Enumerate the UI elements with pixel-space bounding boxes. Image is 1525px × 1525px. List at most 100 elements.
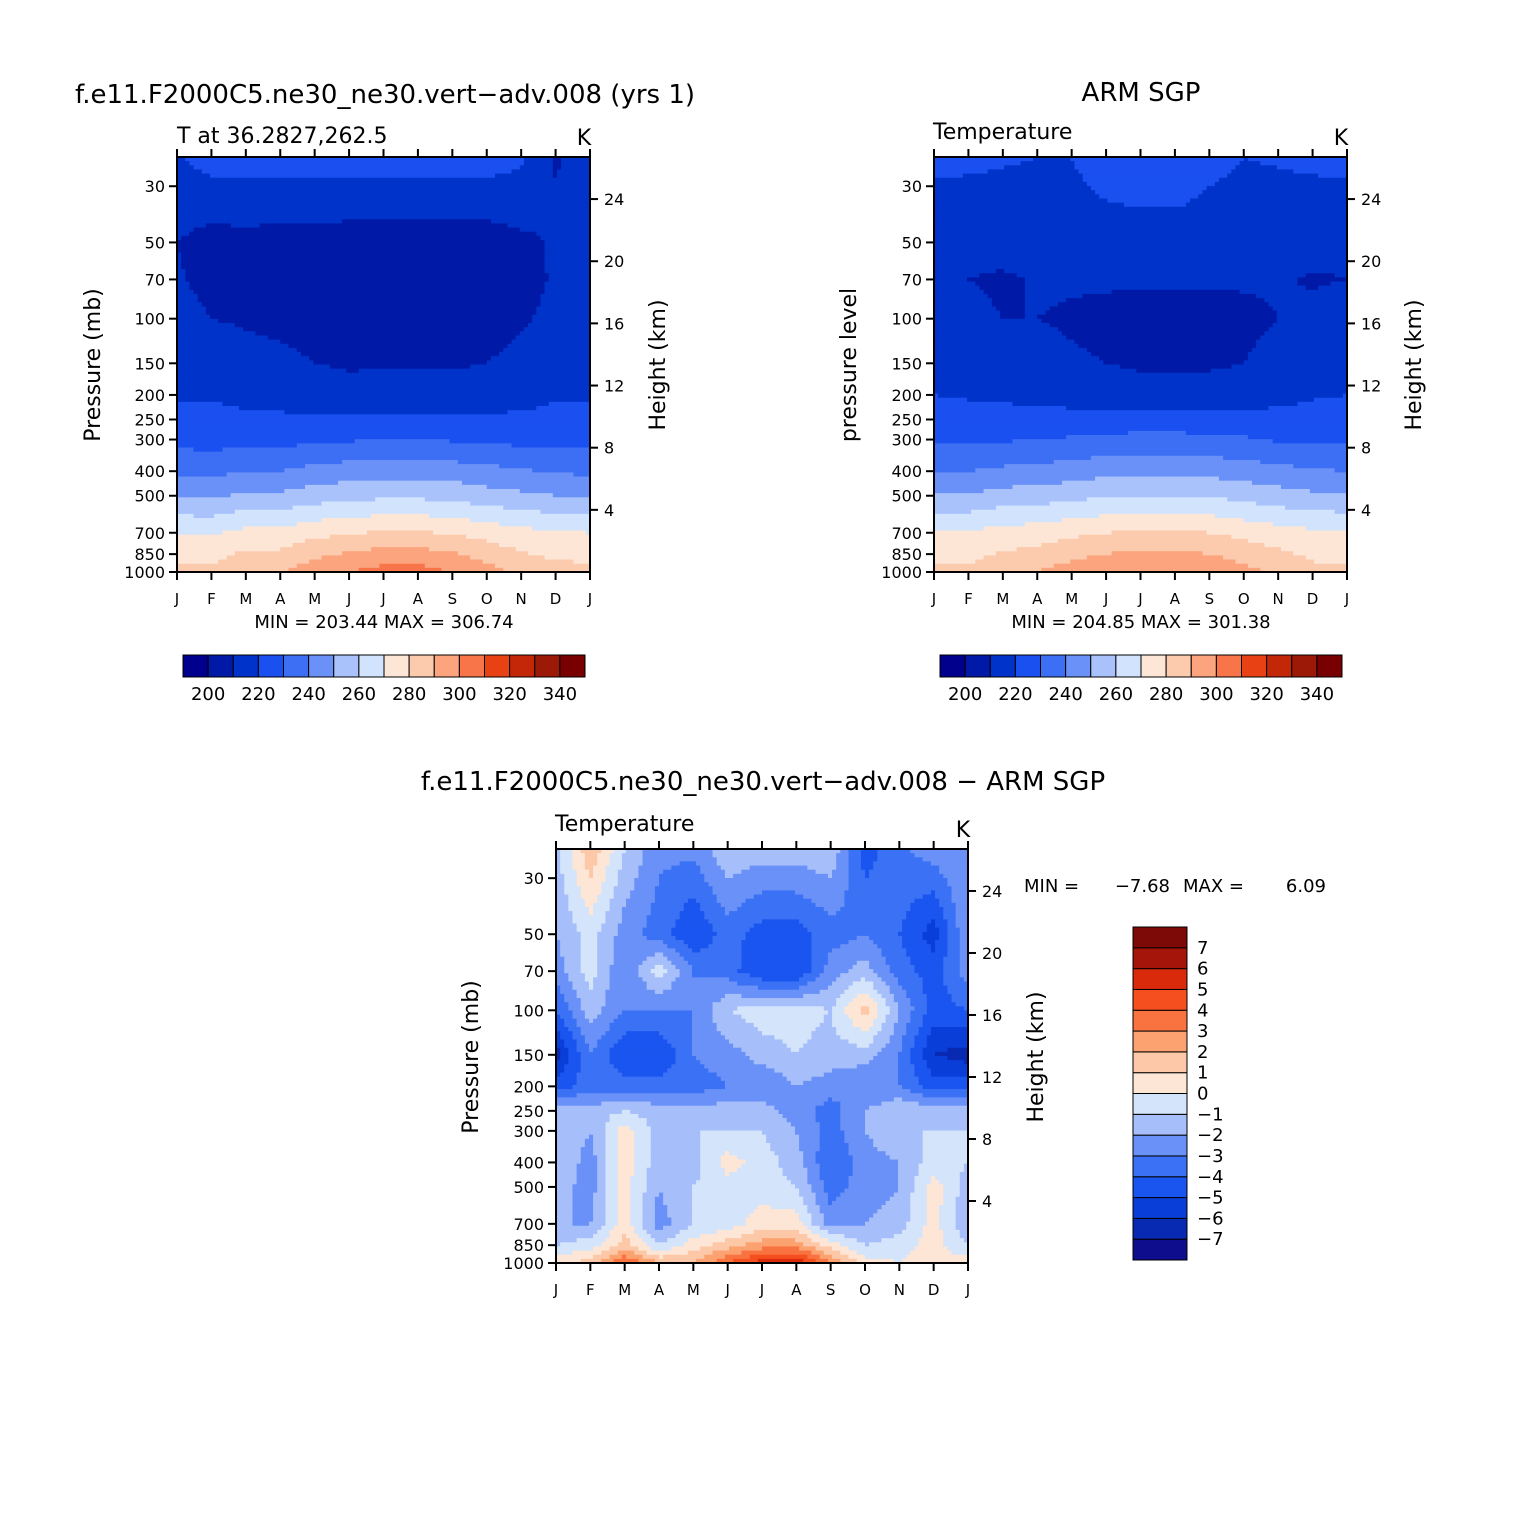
contour-cell: [638, 1234, 652, 1239]
contour-cell: [753, 1229, 800, 1235]
contour-cell: [1231, 534, 1348, 540]
colorbar-swatch: [433, 654, 460, 678]
contour-cell: [222, 530, 368, 536]
contour-cell: [922, 1056, 948, 1061]
contour-cell: [617, 1167, 635, 1173]
contour-cell: [576, 989, 607, 995]
contour-cell: [1000, 310, 1026, 316]
contour-cell: [869, 960, 887, 966]
contour-cell: [605, 998, 722, 1003]
contour-cell: [556, 1056, 561, 1061]
contour-cell: [934, 439, 1014, 444]
contour-cell: [893, 1234, 924, 1239]
contour-cell: [848, 1039, 874, 1045]
contour-cell: [840, 1250, 858, 1256]
contour-cell: [881, 977, 899, 983]
contour-cell: [832, 1254, 850, 1260]
contour-cell: [679, 973, 693, 978]
contour-cell: [910, 1014, 924, 1020]
contour-cell: [654, 894, 718, 900]
contour-cell: [869, 1105, 969, 1111]
contour-cell: [745, 1221, 804, 1227]
contour-cell: [807, 1205, 821, 1210]
contour-cell: [621, 919, 648, 925]
contour-cell: [659, 1192, 664, 1198]
contour-cell: [646, 981, 672, 987]
contour-cell: [691, 1039, 730, 1045]
contour-cell: [1218, 476, 1348, 482]
contour-cell: [597, 857, 611, 863]
contour-cell: [580, 894, 598, 900]
contour-cell: [852, 1018, 874, 1024]
contour-cell: [848, 1180, 899, 1185]
contour-cell: [1214, 513, 1348, 519]
contour-cell: [979, 285, 1026, 291]
contour-cell: [951, 898, 969, 904]
contour-cell: [568, 1002, 582, 1007]
contour-cell: [939, 902, 957, 908]
contour-cell: [560, 948, 582, 954]
contour-cell: [617, 923, 648, 929]
contour-cell: [638, 1113, 784, 1119]
contour-cell: [836, 998, 854, 1003]
contour-cell: [893, 1192, 911, 1198]
contour-cell: [955, 915, 969, 920]
contour-cell: [877, 1147, 924, 1152]
contour-cell: [995, 306, 1026, 312]
colorbar-swatch: [509, 654, 536, 678]
contour-cell: [177, 472, 228, 478]
y-tick-label: 1000: [124, 563, 165, 582]
contour-cell: [1185, 202, 1348, 208]
contour-cell: [877, 1014, 887, 1020]
contour-cell: [234, 323, 529, 328]
contour-cell: [580, 940, 598, 945]
contour-cell: [1309, 489, 1348, 494]
contour-cell: [424, 563, 496, 569]
contour-cell: [914, 1043, 928, 1049]
contour-cell: [724, 1084, 903, 1090]
contour-cell: [782, 1113, 817, 1119]
contour-cell: [556, 886, 565, 891]
contour-cell: [177, 376, 591, 382]
contour-cell: [983, 489, 1311, 494]
colorbar-swatch: [1266, 654, 1293, 678]
contour-cell: [646, 1188, 693, 1194]
contour-cell: [975, 559, 1071, 565]
contour-cell: [683, 940, 714, 945]
contour-cell: [811, 956, 829, 962]
contour-cell: [922, 1155, 969, 1161]
contour-cell: [634, 1225, 644, 1231]
contour-cell: [177, 289, 195, 295]
contour-cell: [617, 1250, 635, 1256]
contour-cell: [873, 985, 891, 991]
contour-cell: [646, 919, 677, 925]
contour-cell: [1123, 202, 1187, 208]
contour-cell: [770, 1205, 808, 1210]
contour-cell: [959, 969, 969, 974]
contour-cell: [617, 1147, 635, 1152]
contour-cell: [700, 1147, 771, 1152]
contour-cell: [869, 1242, 920, 1248]
contour-cell: [650, 1234, 677, 1239]
colorbar-label: 300: [442, 684, 476, 705]
contour-cell: [536, 310, 591, 316]
contour-cell: [840, 1035, 874, 1041]
contour-cell: [613, 940, 664, 945]
contour-cell: [675, 935, 714, 941]
contour-cell: [943, 1238, 965, 1243]
contour-cell: [836, 977, 862, 983]
contour-cell: [910, 1196, 928, 1202]
contour-cell: [865, 1113, 969, 1119]
contour-cell: [556, 877, 565, 883]
contour-cell: [815, 1113, 841, 1119]
contour-cell: [848, 940, 874, 945]
contour-cell: [995, 551, 1113, 556]
contour-cell: [741, 964, 813, 970]
contour-cell: [617, 869, 639, 875]
contour-cell: [947, 1056, 969, 1061]
contour-cell: [840, 973, 878, 978]
contour-cell: [544, 285, 591, 291]
contour-cell: [815, 1258, 829, 1264]
contour-cell: [580, 1027, 611, 1032]
contour-cell: [860, 853, 878, 858]
